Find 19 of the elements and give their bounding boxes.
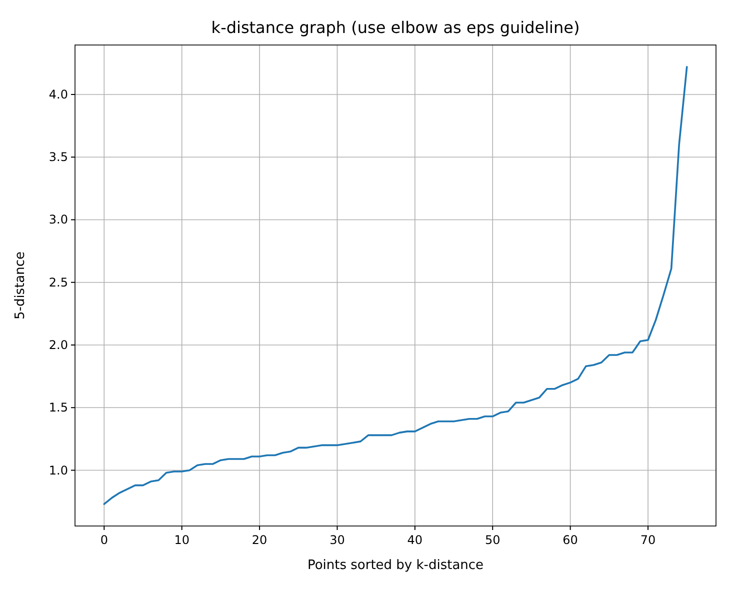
- line-series: [103, 66, 688, 505]
- y-tick-label: 2.0: [48, 338, 68, 352]
- x-tick-label: 10: [174, 533, 190, 547]
- y-tick-label: 3.5: [48, 150, 68, 164]
- x-tick-label: 60: [562, 533, 578, 547]
- x-tick-label: 70: [640, 533, 656, 547]
- y-tick-label: 1.5: [48, 400, 68, 415]
- y-tick-label: 1.0: [48, 463, 68, 478]
- x-axis-title: Points sorted by k-distance: [307, 558, 484, 573]
- y-tick-label: 2.5: [48, 275, 68, 290]
- y-tick-label: 4.0: [48, 87, 68, 102]
- chart-title: k-distance graph (use elbow as eps guideline): [211, 18, 580, 37]
- x-tick-label: 0: [100, 533, 108, 547]
- x-tick-label: 20: [252, 533, 268, 547]
- x-tick-label: 30: [330, 533, 345, 547]
- x-tick-label: 50: [484, 533, 500, 547]
- x-tick-label: 40: [407, 533, 423, 547]
- y-tick-label: 3.0: [48, 212, 68, 227]
- y-axis-title: 5-distance: [13, 251, 28, 320]
